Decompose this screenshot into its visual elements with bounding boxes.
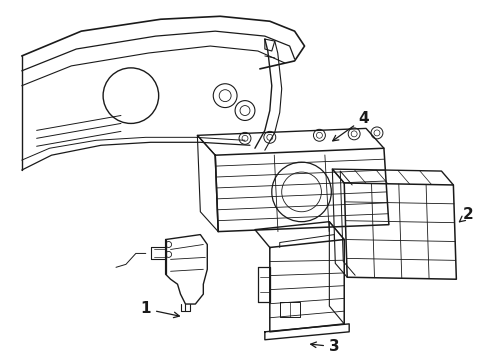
Text: 4: 4 <box>333 111 369 141</box>
Text: 1: 1 <box>141 301 179 318</box>
Text: 3: 3 <box>311 339 340 354</box>
Text: 2: 2 <box>460 207 474 222</box>
